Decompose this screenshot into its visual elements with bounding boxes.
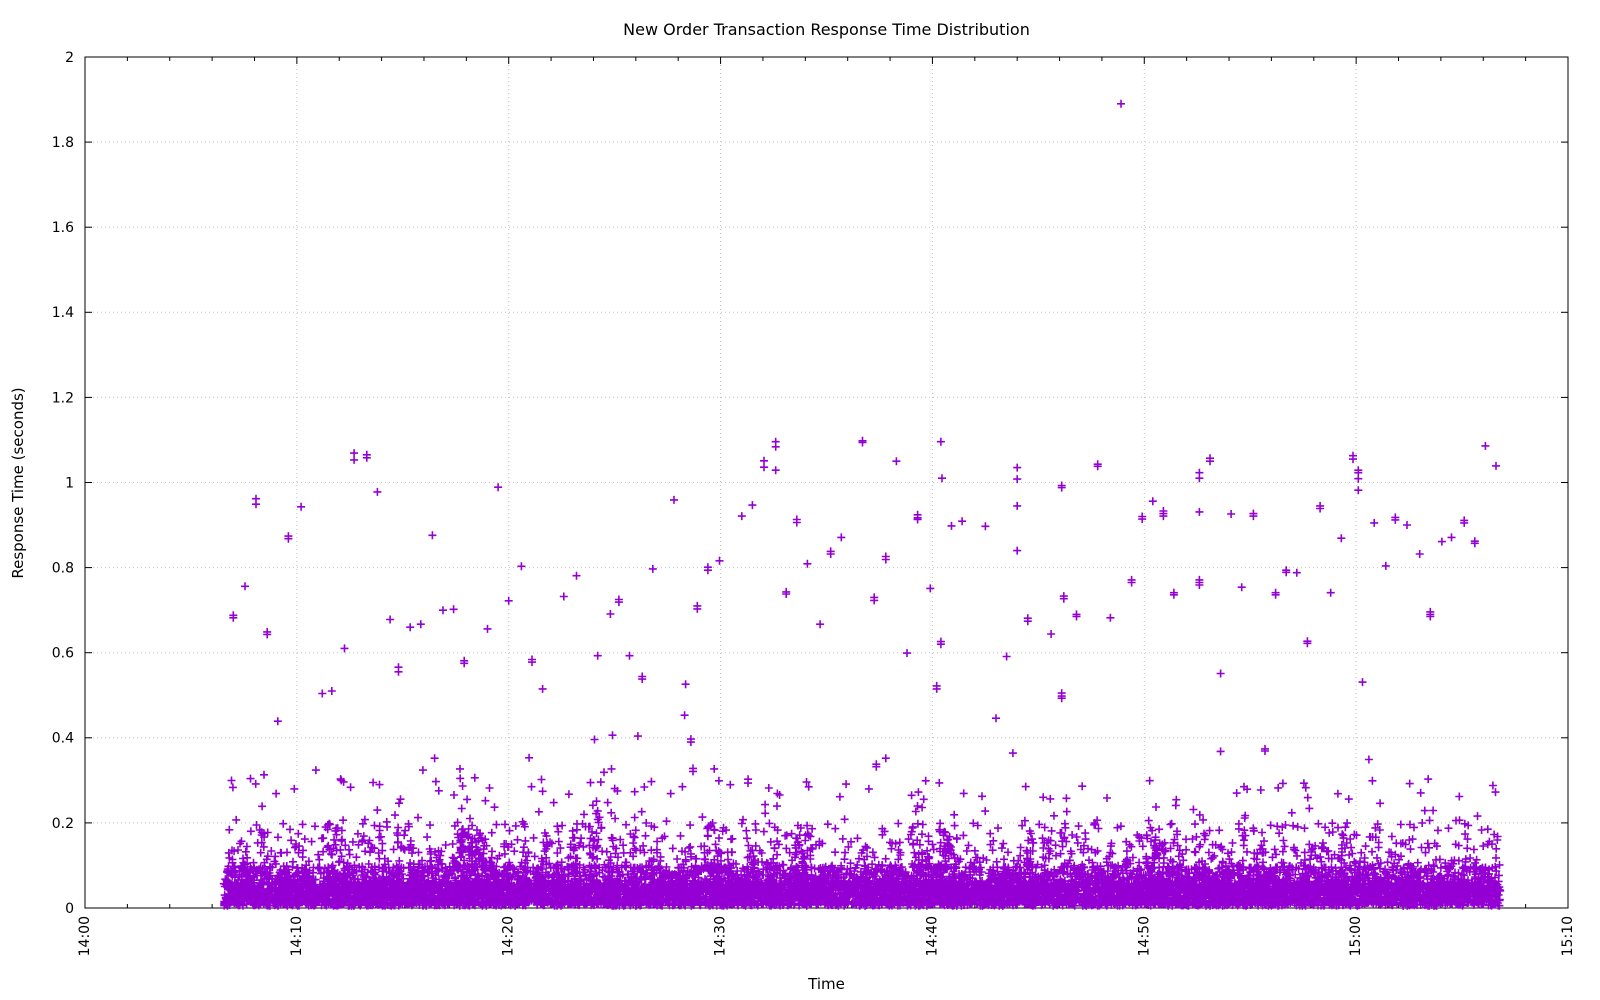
x-tick-label: 14:10 [289, 916, 305, 956]
y-tick-label: 1 [65, 475, 74, 491]
y-tick-label: 1.2 [52, 390, 74, 406]
y-tick-label: 0.8 [52, 561, 74, 577]
y-tick-label: 1.8 [52, 135, 74, 151]
y-axis-title-text: Response Time (seconds) [9, 387, 27, 579]
x-tick-label: 14:30 [713, 916, 729, 956]
chart-title: New Order Transaction Response Time Dist… [623, 20, 1030, 39]
x-axis-title: Time [808, 975, 845, 993]
x-tick-label: 14:40 [924, 916, 940, 956]
y-tick-label: 1.4 [52, 305, 74, 321]
x-tick-label: 14:50 [1136, 916, 1152, 956]
x-tick-label: 14:00 [77, 916, 93, 956]
scatter-dense-band [219, 774, 1505, 910]
y-tick-label: 1.6 [52, 220, 74, 236]
y-tick-label: 2 [65, 50, 74, 66]
y-tick-label: 0.4 [52, 731, 74, 747]
y-tick-label: 0 [65, 901, 74, 917]
x-tick-label: 15:00 [1348, 916, 1364, 956]
x-tick-label: 15:10 [1560, 916, 1576, 956]
y-tick-label: 0.2 [52, 816, 74, 832]
x-tick-label: 14:20 [501, 916, 517, 956]
scatter-notable-points [229, 99, 1500, 793]
y-tick-label: 0.6 [52, 646, 74, 662]
